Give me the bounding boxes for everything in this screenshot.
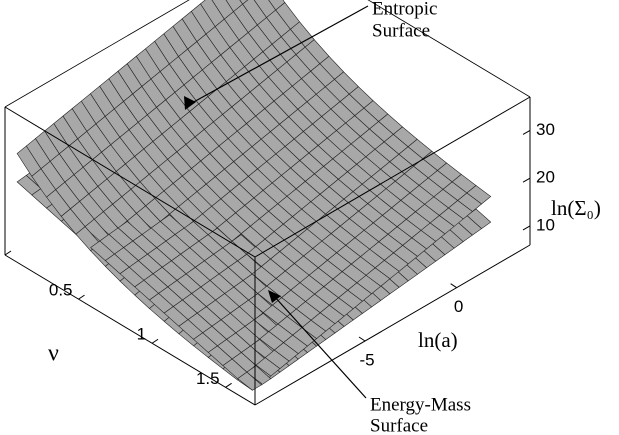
- x-tick-label: 1: [137, 325, 146, 344]
- z-axis-label: ln(Σ₀): [551, 196, 601, 220]
- y-tick: [358, 336, 366, 342]
- y-tick-label: -5: [359, 350, 374, 369]
- annotation: Entropic: [372, 0, 437, 19]
- x-tick-label: 1.5: [196, 369, 220, 388]
- arrow-head: [184, 96, 196, 110]
- x-tick: [4, 250, 12, 256]
- box-edge: [367, 0, 531, 98]
- x-tick: [78, 294, 85, 300]
- leader-line: [273, 295, 367, 399]
- surface-patch: [237, 371, 263, 391]
- z-tick-label: 30: [536, 120, 555, 139]
- box-edge: [4, 0, 190, 108]
- leader-line: [189, 5, 369, 105]
- z-tick: [522, 225, 531, 231]
- x-tick: [151, 338, 159, 344]
- annotation: Energy-Mass: [370, 394, 471, 415]
- y-tick: [450, 283, 457, 289]
- x-tick: [225, 382, 232, 388]
- z-tick: [522, 177, 531, 183]
- box-edge: [4, 254, 256, 406]
- z-tick-label: 10: [536, 215, 555, 234]
- annotation: Surface: [370, 415, 428, 435]
- surface-patch: [239, 0, 249, 5]
- surface-mesh: [16, 0, 492, 391]
- arrow-head: [268, 290, 281, 303]
- box-edge: [254, 96, 531, 258]
- z-tick: [522, 129, 531, 135]
- z-tick-label: 20: [536, 168, 555, 187]
- y-tick-label: 0: [454, 297, 463, 316]
- x-tick-label: 0.5: [49, 281, 73, 300]
- box-edge: [4, 106, 256, 258]
- x-axis-label: ν: [48, 341, 59, 367]
- box-edge: [254, 244, 531, 406]
- y-axis-label: ln(a): [418, 328, 458, 352]
- annotation: Surface: [372, 20, 430, 41]
